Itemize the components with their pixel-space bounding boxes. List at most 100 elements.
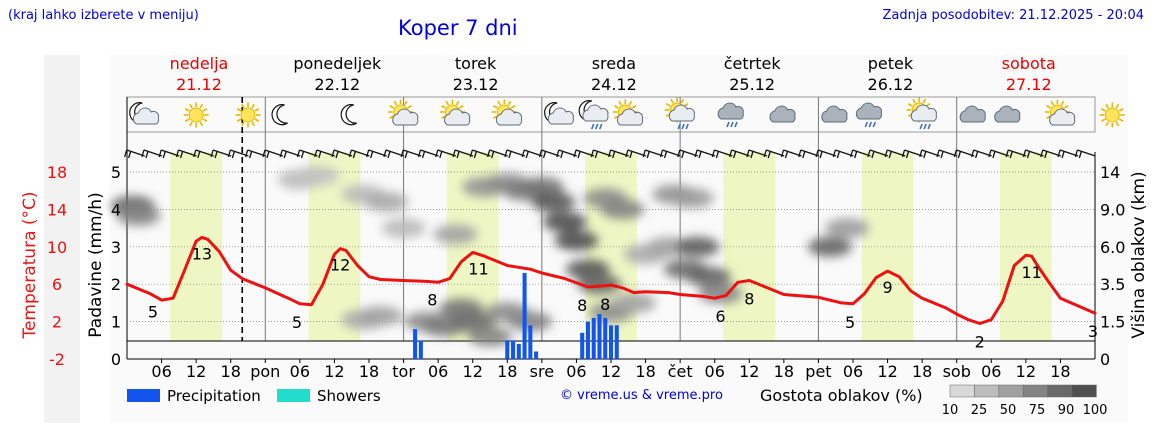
wind-barb [1022, 149, 1044, 159]
sun-disc [1104, 107, 1120, 123]
precipitation-bar [511, 340, 516, 359]
cloud-shape [769, 105, 796, 123]
wind-barb [988, 149, 1010, 159]
sun-icon [1099, 102, 1125, 128]
wind-barb [487, 149, 508, 159]
x-tick-label: 06 [566, 362, 586, 381]
sun-ray [614, 105, 619, 109]
precipitation-bar [591, 317, 596, 359]
sun-ray [184, 108, 190, 112]
x-tick-label: 12 [324, 362, 344, 381]
cloud-rain-icon [717, 102, 744, 128]
sun-ray [236, 118, 242, 122]
wind-barb [383, 149, 405, 159]
x-tick-label: 18 [221, 362, 241, 381]
temperature-label: 5 [292, 313, 302, 332]
showers-legend-swatch [277, 389, 310, 402]
wind-barb [590, 149, 612, 159]
cloud-blob [468, 326, 512, 347]
precipitation-bar [528, 325, 533, 359]
cloud-shape [959, 105, 986, 123]
precipitation-bar [418, 340, 423, 359]
precipitation-bar [603, 317, 608, 359]
sun-ray [1115, 103, 1120, 109]
sun-ray [1101, 108, 1106, 112]
temperature-label: 8 [744, 289, 754, 308]
temperature-label: 5 [845, 313, 855, 332]
wind-barb [1074, 149, 1096, 159]
wind-barb [556, 149, 577, 159]
temperature-label: 12 [330, 256, 350, 275]
day-name: sobota [1002, 54, 1056, 73]
cloud-shape [132, 107, 160, 125]
daylight-band [723, 152, 776, 341]
sun-ray [251, 103, 255, 109]
sun-ray [189, 103, 193, 109]
cloud-blob [554, 230, 599, 251]
last-updated: Zadnja posodobitev: 21.12.2025 - 20:04 [882, 8, 1144, 23]
x-tick-label: 18 [912, 362, 932, 381]
sun-ray [445, 100, 450, 106]
day-date: 22.12 [314, 75, 360, 94]
credit-link[interactable]: © vreme.us & vreme.pro [560, 388, 723, 403]
sun-ray [199, 103, 204, 109]
cloud-density-step: 100 [1083, 403, 1108, 418]
precip-tick: 5 [111, 163, 121, 182]
wind-barb [366, 149, 387, 159]
cloud-shape [392, 108, 419, 126]
cloud-shape [910, 104, 937, 122]
wind-barb [832, 149, 854, 159]
temperature-label: 6 [715, 307, 725, 326]
cloud-blob [364, 191, 409, 212]
wind-barb [538, 149, 560, 159]
cloud-density-swatch [974, 384, 1000, 398]
wind-barb [124, 149, 145, 159]
wind-barb [262, 149, 284, 159]
cloud-density-swatch [1047, 384, 1073, 398]
raindrop [685, 123, 689, 130]
region-hint[interactable]: (kraj lahko izberete v meniju) [8, 8, 199, 23]
cloud-shape [821, 105, 848, 123]
temperature-label: 11 [1021, 263, 1041, 282]
temperature-label: 8 [427, 290, 437, 309]
sun-disc [188, 107, 204, 123]
x-tick-label: 06 [151, 362, 171, 381]
wind-barb [141, 149, 163, 159]
cloud-density-step: 75 [1029, 403, 1046, 418]
wind-barb [850, 149, 871, 159]
precipitation-bar [585, 321, 590, 359]
wind-barb [815, 149, 837, 159]
sun-ray [665, 103, 671, 107]
wind-barb [348, 149, 370, 159]
x-tick-label: 12 [1016, 362, 1036, 381]
precip-tick: 0 [111, 350, 121, 369]
cloud-icon [769, 105, 796, 123]
sun-ray [441, 105, 446, 109]
sun-ray [1046, 105, 1051, 109]
sun-ray [507, 100, 512, 106]
temperature-label: 5 [148, 303, 158, 322]
sun-ray [1115, 121, 1120, 127]
wind-barb [452, 149, 474, 159]
precipitation-bar [516, 344, 521, 359]
cloud-height-tick: 14 [1100, 163, 1120, 182]
sun-ray [254, 108, 260, 112]
precipitation-bar [413, 329, 418, 359]
sun-ray [1063, 105, 1069, 109]
sun-ray [241, 103, 245, 109]
cloud-height-tick: 9.0 [1100, 200, 1125, 219]
sun-ray [189, 121, 193, 127]
cloud-shape [616, 108, 644, 126]
wind-barb [694, 149, 716, 159]
sun-ray [907, 103, 913, 107]
moon-shape [340, 104, 358, 126]
cloud-shape [994, 105, 1021, 123]
cloud-icon [821, 105, 848, 123]
cloud-rain-icon [855, 102, 883, 128]
sun-cloud-icon [388, 99, 419, 126]
x-tick-label: 12 [601, 362, 621, 381]
precipitation-axis-title: Padavine (mm/h) [86, 192, 106, 337]
day-name: nedelja [170, 54, 229, 73]
sun-cloud-icon [1044, 99, 1076, 126]
